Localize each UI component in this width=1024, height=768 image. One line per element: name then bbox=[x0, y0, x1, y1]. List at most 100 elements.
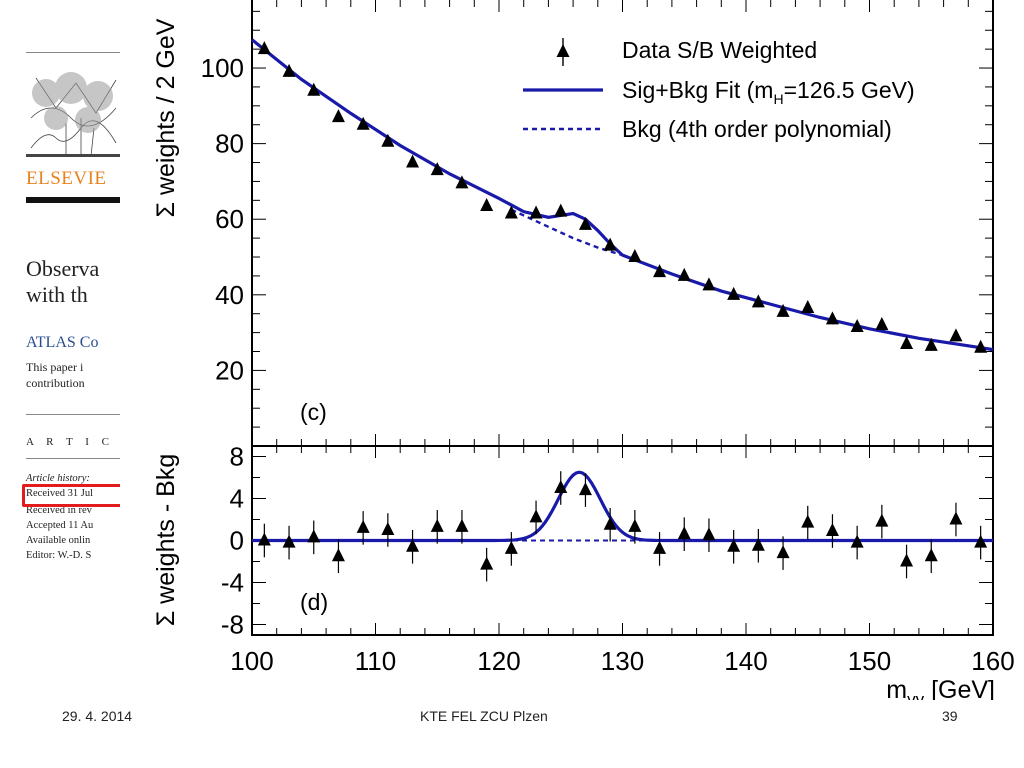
fit-curve-bottom bbox=[252, 470, 993, 543]
residual-point bbox=[751, 537, 765, 551]
data-point bbox=[406, 154, 420, 168]
residual-point bbox=[554, 480, 568, 493]
data-point bbox=[578, 216, 592, 230]
data-point bbox=[430, 162, 444, 176]
y-axis-label-top: Σ weights / 2 GeV bbox=[152, 18, 180, 217]
data-point bbox=[331, 109, 345, 123]
y-tick-label: 100 bbox=[201, 53, 244, 83]
residual-point bbox=[307, 529, 321, 543]
data-point bbox=[850, 318, 864, 332]
y-tick-label: 20 bbox=[215, 355, 244, 385]
residual-point bbox=[331, 548, 345, 562]
thick-rule bbox=[26, 197, 120, 203]
data-point bbox=[702, 277, 716, 291]
article-info-heading: A R T I C L bbox=[26, 436, 120, 448]
publisher-name: ELSEVIE bbox=[26, 168, 107, 189]
data-point bbox=[455, 175, 469, 189]
history-line-1: Received 31 Jul bbox=[26, 488, 94, 499]
data-point bbox=[257, 41, 271, 55]
data-point bbox=[949, 328, 963, 342]
residual-point bbox=[949, 511, 963, 525]
paper-title-line2: with th bbox=[26, 282, 88, 307]
history-line-2: Received in rev bbox=[26, 505, 92, 516]
residual-point bbox=[875, 513, 889, 527]
residual-point bbox=[825, 523, 839, 537]
residual-point bbox=[578, 482, 592, 496]
residual-point bbox=[850, 534, 864, 548]
data-point bbox=[653, 264, 667, 278]
physics-plot: 100 110 120 130 140 150 160 20 40 60 80 100 -8 -4 0 4 8 Σ… bbox=[152, 0, 1015, 700]
y-tick-label: 80 bbox=[215, 129, 244, 159]
residual-point bbox=[480, 556, 494, 570]
data-point bbox=[554, 203, 568, 217]
footer-center: KTE FEL ZCU Plzen bbox=[420, 708, 548, 724]
residual-point bbox=[529, 509, 543, 523]
residual-point bbox=[702, 527, 716, 541]
top-rule bbox=[26, 52, 120, 53]
residual-point bbox=[776, 545, 790, 559]
y-tick-label: 0 bbox=[230, 526, 244, 556]
residual-point bbox=[801, 514, 815, 528]
residual-point bbox=[356, 519, 370, 533]
panel-label-c: (c) bbox=[300, 399, 327, 425]
elsevier-tree-logo bbox=[26, 72, 120, 157]
residual-point bbox=[677, 526, 691, 540]
paper-title-line1: Observa bbox=[26, 256, 100, 281]
history-line-4: Available onlin bbox=[26, 535, 91, 546]
data-point bbox=[875, 317, 889, 331]
data-point bbox=[900, 335, 914, 349]
data-point bbox=[381, 133, 395, 147]
data-point bbox=[825, 311, 839, 325]
residual-point bbox=[381, 522, 395, 535]
legend-label-data: Data S/B Weighted bbox=[622, 37, 817, 63]
x-tick-label: 100 bbox=[230, 646, 273, 676]
paper-snippet: ELSEVIE Observa with th ATLAS Co This pa… bbox=[0, 0, 120, 600]
fit-curve-top bbox=[250, 38, 994, 352]
data-point bbox=[282, 63, 296, 77]
residual-point bbox=[628, 518, 642, 532]
paper-note-line1: This paper i bbox=[26, 360, 84, 374]
y-tick-label: 60 bbox=[215, 204, 244, 234]
data-point bbox=[529, 205, 543, 219]
mid-rule bbox=[26, 414, 120, 415]
x-tick-label: 120 bbox=[477, 646, 520, 676]
residual-point bbox=[653, 540, 667, 554]
data-point bbox=[504, 205, 518, 219]
x-tick-label: 110 bbox=[355, 646, 396, 676]
x-tick-label: 160 bbox=[971, 646, 1014, 676]
x-tick-label: 150 bbox=[848, 646, 891, 676]
y-tick-label: -4 bbox=[221, 568, 244, 598]
residual-point bbox=[504, 540, 518, 554]
residual-point bbox=[455, 518, 469, 532]
residual-point bbox=[282, 534, 296, 548]
residual-point bbox=[257, 532, 271, 546]
history-label: Article history: bbox=[26, 473, 90, 484]
legend-label-bkg: Bkg (4th order polynomial) bbox=[622, 116, 892, 142]
residual-point bbox=[900, 553, 914, 567]
data-point bbox=[924, 337, 938, 351]
data-point bbox=[356, 116, 370, 130]
history-line-3: Accepted 11 Au bbox=[26, 520, 94, 531]
data-point bbox=[603, 237, 617, 251]
data-point bbox=[776, 303, 790, 317]
top-panel-frame bbox=[251, 0, 994, 447]
data-point bbox=[307, 82, 321, 96]
data-point bbox=[480, 197, 494, 211]
legend-marker bbox=[556, 44, 570, 57]
x-axis-label: mγγ [GeV] bbox=[886, 676, 995, 700]
y-tick-label: -8 bbox=[221, 610, 244, 640]
paper-authors: ATLAS Co bbox=[26, 334, 99, 351]
y-tick-label: 40 bbox=[215, 280, 244, 310]
data-point bbox=[677, 267, 691, 281]
residual-point bbox=[406, 538, 420, 552]
legend-label-fit: Sig+Bkg Fit (mH=126.5 GeV) bbox=[622, 77, 915, 107]
residual-point bbox=[924, 548, 938, 562]
footer-page-number: 39 bbox=[942, 708, 958, 724]
article-rule bbox=[26, 458, 120, 459]
y-tick-label: 4 bbox=[230, 484, 244, 514]
paper-note-line2: contribution bbox=[26, 376, 85, 390]
y-axis-label-bottom: Σ weights - Bkg bbox=[152, 454, 180, 626]
y-tick-label: 8 bbox=[230, 442, 244, 472]
x-tick-label: 140 bbox=[724, 646, 767, 676]
footer-date: 29. 4. 2014 bbox=[62, 708, 133, 724]
